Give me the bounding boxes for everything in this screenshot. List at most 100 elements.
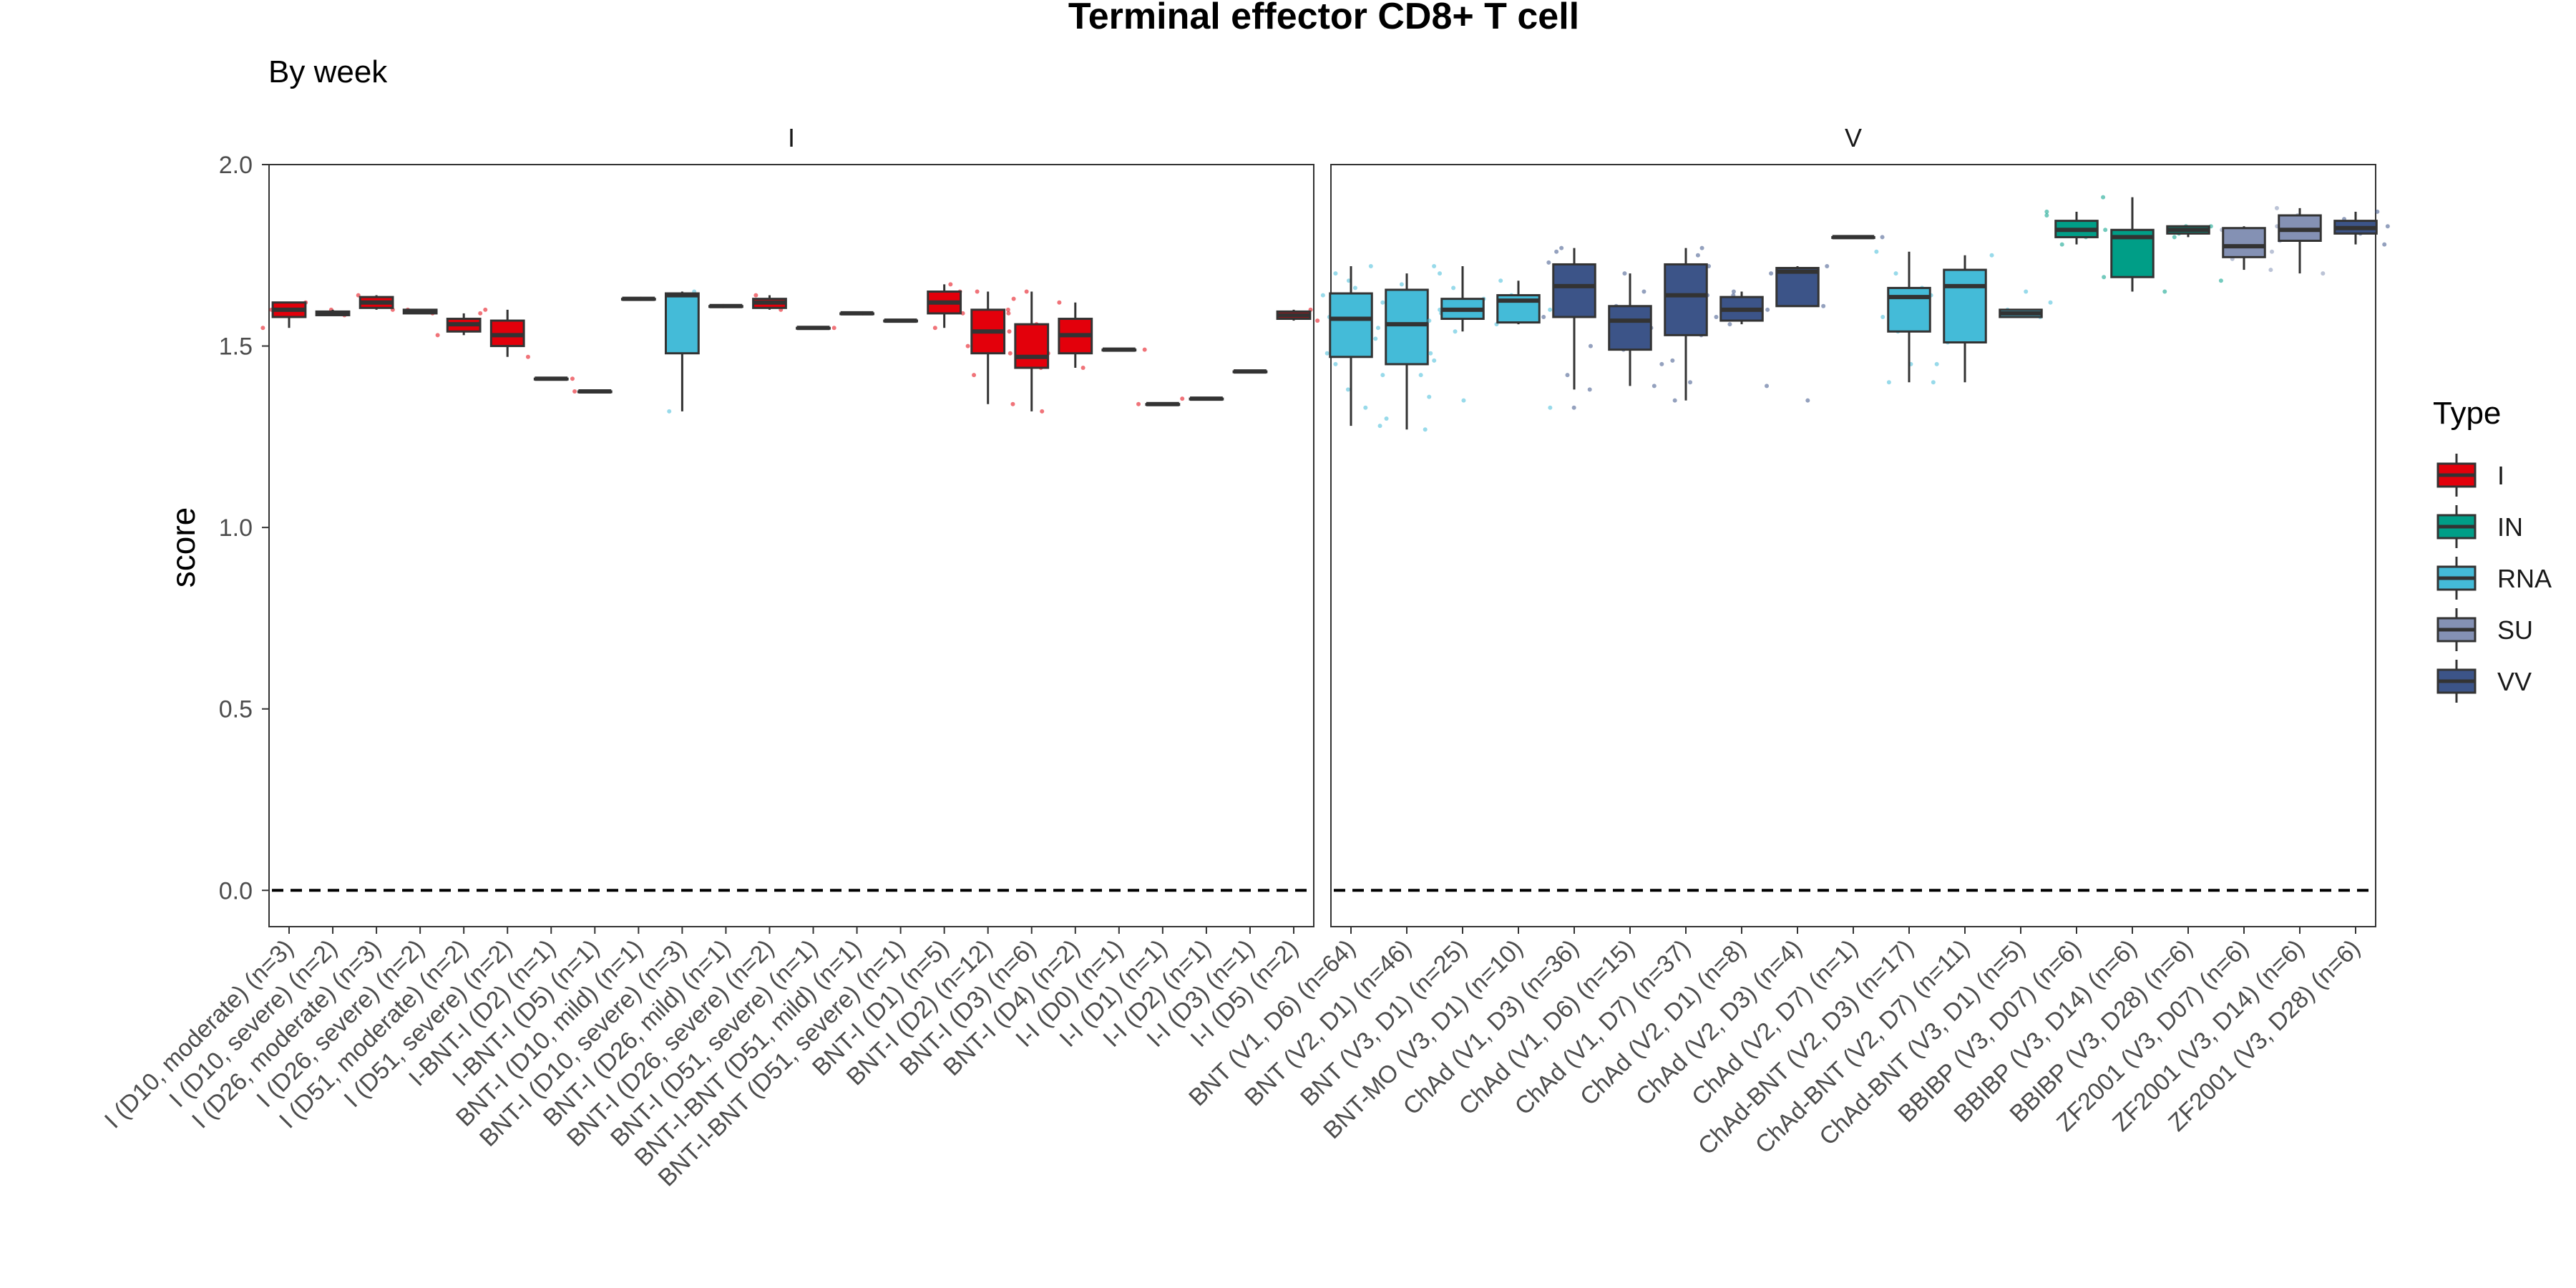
data-point [2048, 300, 2053, 305]
box [1943, 268, 1987, 344]
data-point [1005, 307, 1010, 312]
data-point [1886, 380, 1891, 385]
data-point [1731, 289, 1736, 294]
data-point [1427, 318, 1432, 323]
data-point [960, 311, 965, 316]
legend-label: SU [2497, 615, 2533, 645]
data-point [1588, 343, 1593, 348]
data-point [2270, 249, 2275, 254]
data-point [1377, 424, 1382, 429]
box [2222, 227, 2266, 258]
data-point [1346, 278, 1351, 283]
data-point [1893, 271, 1898, 276]
legend-label: IN [2497, 512, 2523, 542]
data-point [1659, 361, 1664, 366]
data-point [975, 289, 980, 294]
data-point [2172, 235, 2177, 240]
data-point [2024, 289, 2029, 294]
data-point [1548, 307, 1553, 312]
data-point [1428, 351, 1433, 356]
data-point [1006, 311, 1011, 316]
chart-title: Terminal effector CD8+ T cell [1068, 0, 1579, 37]
legend-label: RNA [2497, 564, 2552, 593]
data-point [260, 326, 265, 331]
legend-title: Type [2433, 396, 2501, 431]
data-point [2103, 228, 2108, 233]
box [1887, 286, 1931, 333]
data-point [1180, 396, 1185, 401]
panel-strip-label: I [788, 123, 795, 152]
y-tick-label: 2.0 [219, 152, 253, 179]
data-point [2101, 195, 2106, 200]
data-point [525, 354, 530, 359]
data-point [1011, 296, 1016, 301]
y-axis-label: score [165, 507, 202, 587]
data-point [1880, 315, 1885, 319]
data-point [1559, 245, 1564, 250]
data-point [1380, 300, 1385, 305]
box [1608, 305, 1652, 351]
data-point [1080, 366, 1085, 370]
data-point [2218, 278, 2223, 283]
data-point [1368, 264, 1373, 268]
data-point [2385, 224, 2390, 229]
data-point [1418, 373, 1423, 378]
data-point [1423, 427, 1428, 432]
data-point [2059, 242, 2064, 247]
data-point [1805, 398, 1810, 403]
data-point [667, 409, 672, 414]
data-point [1765, 384, 1770, 389]
data-point [1688, 380, 1693, 385]
data-point [1040, 409, 1045, 414]
box [1775, 267, 1820, 308]
legend-label: VV [2497, 667, 2532, 696]
data-point [1010, 401, 1015, 406]
y-tick-label: 1.0 [219, 514, 253, 542]
legend: Type I IN RNA SU VV [2433, 396, 2552, 703]
data-point [1432, 358, 1437, 363]
data-point [932, 326, 937, 331]
data-point [1714, 315, 1719, 319]
data-point [2162, 289, 2167, 294]
data-point [1375, 326, 1380, 331]
data-point [2102, 275, 2107, 280]
data-point [972, 373, 977, 378]
legend-item: VV [2436, 660, 2532, 703]
y-tick-label: 1.5 [219, 333, 253, 361]
data-point [1352, 286, 1357, 291]
legend-item: IN [2436, 505, 2523, 548]
data-point [1451, 286, 1456, 291]
data-point [948, 282, 953, 287]
data-point [1874, 249, 1879, 254]
data-point [1315, 318, 1320, 323]
data-point [1024, 289, 1029, 294]
data-point [1324, 351, 1330, 356]
data-point [753, 293, 758, 298]
data-point [1652, 384, 1657, 389]
box [1552, 263, 1596, 318]
data-point [1541, 315, 1546, 319]
data-point [1565, 373, 1570, 378]
data-point [1825, 264, 1830, 268]
data-point [478, 311, 483, 316]
panel-border [268, 164, 1314, 927]
data-point [2375, 209, 2380, 214]
panel-border [1330, 164, 2376, 927]
box [1014, 323, 1050, 369]
data-point [1821, 303, 1826, 308]
panels: 0.0 0.5 1.0 1.5 2.0II (D10, moderate) (n=3)I… [99, 123, 2390, 1192]
data-point [1142, 347, 1147, 352]
data-point [965, 343, 970, 348]
data-point [1380, 373, 1385, 378]
data-point [1670, 358, 1675, 363]
y-tick-label: 0.0 [219, 877, 253, 904]
data-point [1554, 249, 1559, 254]
data-point [1546, 260, 1551, 265]
data-point [831, 326, 836, 331]
data-point [1345, 387, 1350, 392]
data-point [1934, 361, 1939, 366]
data-point [1438, 271, 1443, 276]
data-point [1587, 387, 1592, 392]
